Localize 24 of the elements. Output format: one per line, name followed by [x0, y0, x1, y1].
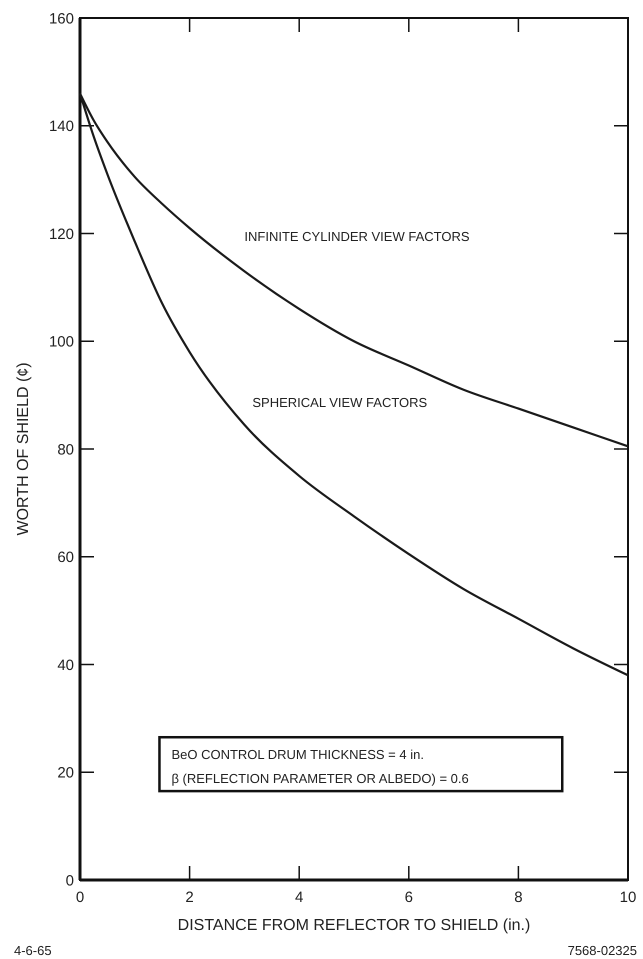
- x-tick-label: 8: [514, 889, 523, 906]
- y-tick-label: 100: [48, 334, 74, 350]
- y-tick-label: 0: [66, 872, 74, 890]
- y-tick-label: 140: [48, 118, 74, 135]
- x-axis-title: DISTANCE FROM REFLECTOR TO SHIELD (in.): [178, 917, 530, 934]
- text: 7568-02325: [568, 943, 637, 958]
- y-tick-label: 40: [57, 656, 74, 674]
- x-tick-label: 6: [404, 889, 413, 906]
- note-box: BeO CONTROL DRUM THICKNESS = 4 in. β (REFLECTION PARAMETER OR ALBEDO) = 0.6: [158, 736, 564, 792]
- y-tick-label: 80: [57, 441, 74, 458]
- x-tick-label: 0: [76, 889, 84, 906]
- y-tick-label: 160: [48, 10, 74, 28]
- x-tick-label: 2: [185, 889, 194, 906]
- y-tick-label: 20: [57, 764, 74, 782]
- x-tick-label: 4: [295, 889, 304, 906]
- y-tick-label: 60: [57, 549, 74, 566]
- text: 4-6-65: [14, 943, 52, 958]
- series-label: INFINITE CYLINDER VIEW FACTORS: [244, 229, 470, 244]
- y-axis-title: WORTH OF SHIELD (¢): [15, 362, 32, 536]
- annotation: BeO CONTROL DRUM THICKNESS = 4 in.: [171, 747, 424, 762]
- series-label: SPHERICAL VIEW FACTORS: [252, 394, 428, 410]
- x-tick-label: 10: [620, 889, 636, 906]
- annotation: β (REFLECTION PARAMETER OR ALBEDO) = 0.6: [171, 771, 469, 786]
- y-tick-label: 120: [48, 226, 74, 243]
